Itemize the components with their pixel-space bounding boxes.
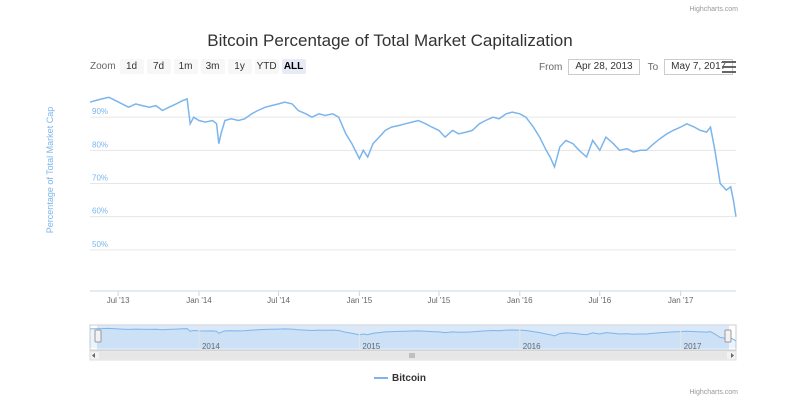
y-tick-label: 80% [92, 140, 108, 149]
navigator-left-handle[interactable] [94, 329, 102, 343]
x-tick-label: Jul '14 [267, 296, 290, 305]
x-tick-label: Jul '16 [588, 296, 611, 305]
series-line-bitcoin[interactable] [89, 96, 737, 217]
to-label: To [647, 61, 659, 73]
legend-item-bitcoin[interactable]: Bitcoin [0, 373, 800, 384]
x-tick-label: Jan '14 [186, 296, 212, 305]
scroll-left-arrow-icon[interactable] [92, 353, 95, 358]
y-axis-label: Percentage of Total Market Cap [45, 107, 55, 233]
zoom-button-all[interactable]: ALL [281, 59, 306, 74]
x-tick-label: Jul '15 [427, 296, 450, 305]
navigator-selected-range[interactable] [97, 325, 729, 350]
x-tick-label: Jul '13 [107, 296, 130, 305]
scrollbar-thumb[interactable] [99, 352, 727, 359]
chart-title: Bitcoin Percentage of Total Market Capit… [207, 31, 573, 50]
zoom-button-3m[interactable]: 3m [200, 59, 225, 74]
zoom-button-7d[interactable]: 7d [146, 59, 171, 74]
legend-label: Bitcoin [392, 373, 426, 384]
y-tick-label: 60% [92, 207, 108, 216]
navigator-series-line [89, 327, 737, 342]
navigator-year-label: 2017 [684, 342, 702, 351]
navigator[interactable]: 2014 2015 2016 2017 [89, 324, 737, 351]
navigator-right-handle[interactable] [724, 329, 732, 343]
navigator-year-labels: 2014 2015 2016 2017 [198, 325, 702, 351]
from-date-input[interactable]: Apr 28, 2013 [568, 59, 640, 75]
y-tick-label: 90% [92, 107, 108, 116]
navigator-series-area [90, 328, 736, 348]
zoom-button-1y[interactable]: 1y [227, 59, 252, 74]
navigator-year-label: 2015 [362, 342, 380, 351]
navigator-year-label: 2016 [523, 342, 541, 351]
hamburger-menu-icon[interactable] [722, 61, 736, 73]
date-range-inputs: From Apr 28, 2013 To May 7, 2017 [539, 59, 741, 75]
grid-lines [90, 116, 736, 251]
y-axis-ticks: 50% 60% 70% 80% 90% [92, 107, 108, 249]
x-tick-label: Jan '17 [668, 296, 694, 305]
zoom-button-1m[interactable]: 1m [173, 59, 198, 74]
y-tick-label: 50% [92, 240, 108, 249]
navigator-year-label: 2014 [202, 342, 220, 351]
navigator-scrollbar[interactable] [89, 350, 737, 361]
zoom-button-1d[interactable]: 1d [119, 59, 144, 74]
zoom-button-ytd[interactable]: YTD [254, 59, 279, 74]
scrollbar-grip-icon [409, 353, 415, 358]
legend-swatch [374, 377, 389, 380]
zoom-label: Zoom [90, 61, 116, 72]
credit-link-bottom[interactable]: Highcharts.com [689, 389, 738, 396]
from-label: From [539, 61, 563, 73]
x-tick-label: Jan '16 [507, 296, 533, 305]
zoom-selector: Zoom 1d 7d 1m 3m 1y YTD ALL [90, 59, 309, 74]
x-tick-label: Jan '15 [347, 296, 373, 305]
credit-link-top[interactable]: Highcharts.com [689, 6, 738, 13]
x-axis-ticks: Jul '13 Jan '14 Jul '14 Jan '15 Jul '15 Jan '… [90, 290, 736, 305]
scroll-right-arrow-icon[interactable] [731, 353, 734, 358]
y-tick-label: 70% [92, 174, 108, 183]
